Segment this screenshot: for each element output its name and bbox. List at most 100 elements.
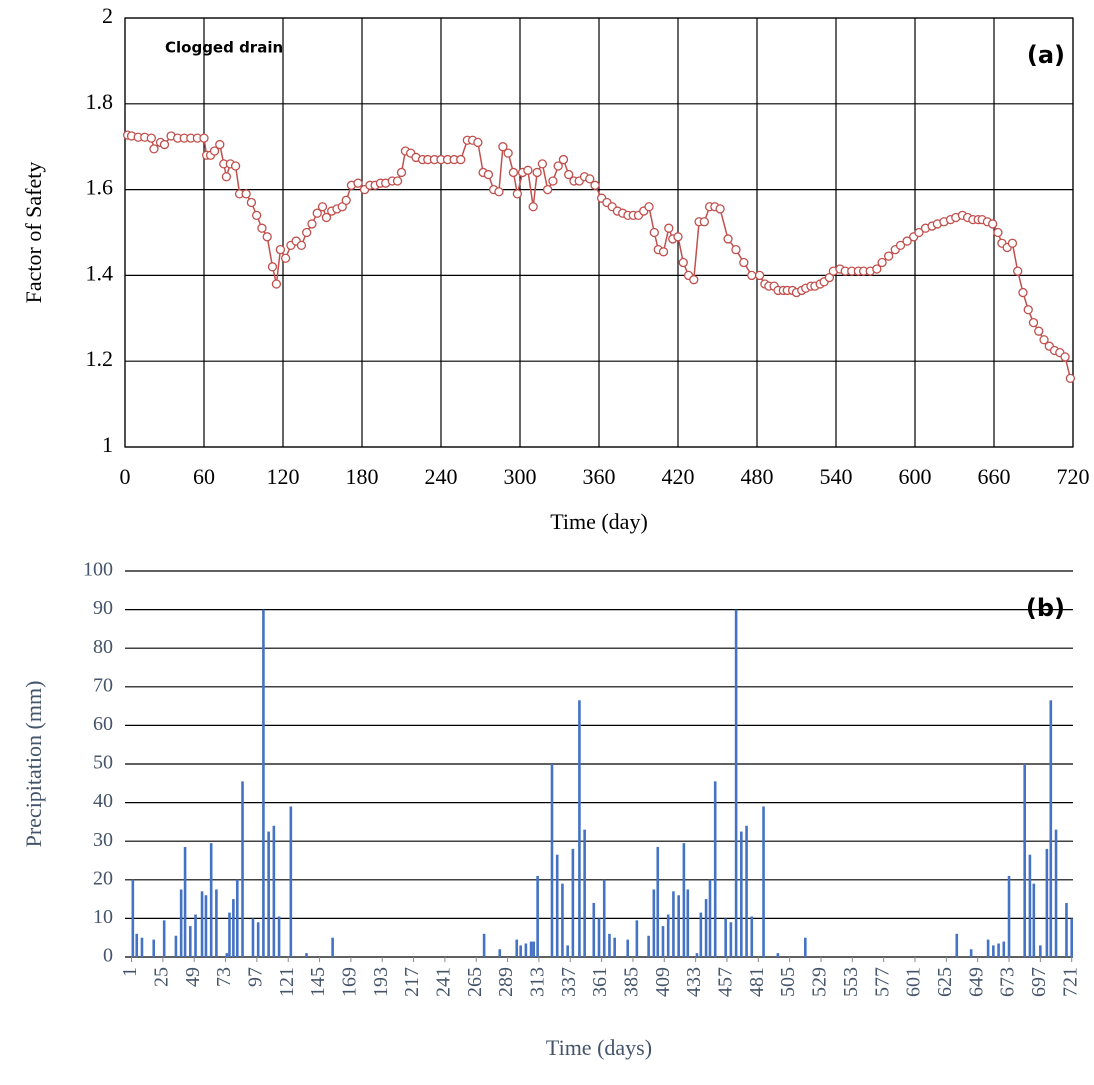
x-tick-label: 480 [741,464,774,489]
data-point [564,169,574,180]
data-point [159,139,170,150]
bar [550,764,554,957]
plot-frame [124,17,1074,448]
x-tick-label: 1 [119,967,141,977]
bar [162,920,166,957]
bar [519,945,522,957]
data-point [585,174,595,184]
data-point [317,202,328,212]
bar [986,939,990,957]
data-point [494,187,504,197]
bar [661,926,665,957]
bar [204,895,208,957]
bar [1007,875,1011,957]
data-point [307,219,317,229]
data-point [723,234,733,244]
bar [1002,941,1006,957]
bar [571,848,575,957]
data-point [221,172,232,182]
data-point [590,180,600,190]
bar [228,912,231,957]
x-tick-label: 420 [662,464,695,489]
bar [200,891,204,957]
bar [666,914,670,957]
x-tick-label: 97 [244,967,266,987]
data-point [664,223,674,233]
x-tick-label: 180 [346,464,379,489]
bar [729,922,733,957]
data-point [895,240,906,251]
bar [152,939,156,957]
y-tick-label: 1 [102,432,113,457]
data-point [392,176,403,186]
bar [241,781,244,957]
bar [174,935,178,957]
bar [135,933,139,957]
bar [209,843,213,957]
y-tick-label: 30 [93,829,113,851]
bar [776,953,780,957]
x-tick-label: 481 [746,967,768,997]
bar [713,781,717,957]
data-point [1034,326,1044,336]
data-point [902,236,912,246]
bar [672,891,675,957]
data-point [649,227,659,238]
bar [215,889,218,957]
y-tick-label: 1.6 [86,175,114,200]
bar [1054,829,1058,957]
bar [583,829,586,957]
y-tick-label: 0 [103,945,113,967]
y-axis-label: Factor of Safety [21,162,46,304]
bar [635,920,639,957]
data-point [877,257,887,268]
bar [140,937,144,957]
y-tick-label: 90 [93,597,113,619]
x-tick-label: 73 [213,967,235,987]
x-tick-label: 540 [820,464,853,489]
bar [251,918,255,957]
bar [566,945,569,957]
bar [524,943,528,957]
data-point [473,137,483,148]
data-point [658,247,669,257]
data-point [558,154,569,165]
bar [1032,883,1036,957]
x-tick-label: 0 [120,464,131,489]
x-tick-label: 241 [433,967,455,997]
bar [131,879,135,957]
data-point [296,240,307,251]
bar [602,879,606,957]
y-tick-label: 1.4 [86,260,114,285]
data-point [246,197,257,208]
data-point [321,212,332,223]
data-point [644,202,654,212]
data-point [754,270,765,281]
x-tick-label: 360 [583,464,616,489]
data-point [678,257,688,268]
data-point [146,133,156,143]
data-point [267,262,278,272]
bar [592,902,596,957]
x-tick-label: 601 [903,967,925,997]
x-tick-label: 121 [276,967,298,997]
data-point [543,184,553,195]
bar [289,806,293,957]
bar [272,825,276,957]
bar [331,937,334,957]
y-tick-label: 100 [83,559,113,581]
y-axis-label: Precipitation (mm) [21,681,46,848]
bar [745,825,748,957]
bar [613,937,616,957]
data-point [312,208,322,218]
bar [532,941,536,957]
data-point [199,133,209,143]
bar [194,914,197,957]
data-point [1013,266,1023,276]
x-tick-label: 120 [267,464,300,489]
y-tick-label: 40 [93,790,113,812]
bar [992,945,995,957]
data-point [537,159,548,169]
bar [608,933,611,957]
